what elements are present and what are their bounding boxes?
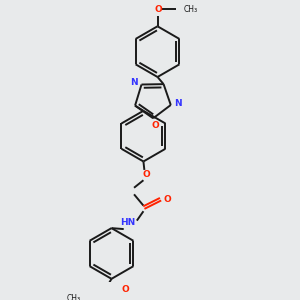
Text: HN: HN [120,218,135,227]
Text: O: O [154,5,162,14]
Text: CH₃: CH₃ [184,5,198,14]
Text: O: O [163,196,171,205]
Text: N: N [130,78,138,87]
Text: O: O [142,170,150,179]
Text: CH₃: CH₃ [66,294,80,300]
Text: O: O [151,121,159,130]
Text: O: O [122,285,130,294]
Text: N: N [175,99,182,108]
